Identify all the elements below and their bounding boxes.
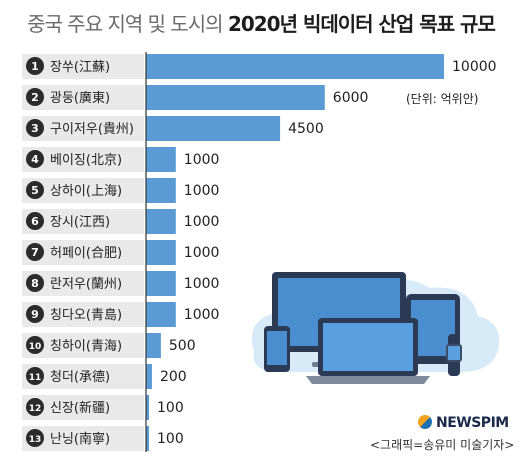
rank-number: 8 [31,277,39,290]
brand-name: NEWSPIM [436,415,509,431]
rank-badge [26,88,44,106]
value-label: 500 [169,338,196,354]
rank-number: 12 [29,404,42,414]
rank-badge [26,367,44,385]
value-label: 1000 [184,183,220,199]
bar [146,178,176,203]
rank-badge [26,212,44,230]
brand-logo: NEWSPIM [418,415,509,431]
rank-badge [26,243,44,261]
rank-number: 11 [29,373,42,383]
rank-badge [26,398,44,416]
bar [146,116,281,141]
credit-text: <그래픽=송유미 미술기자> [370,438,515,452]
rank-number: 6 [31,215,39,228]
bar [146,85,325,110]
category-label: 허페이(合肥) [50,246,122,261]
rank-number: 2 [31,91,39,104]
category-label: 구이저우(貴州) [50,122,134,137]
category-label: 베이징(北京) [50,153,122,168]
category-label: 상하이(上海) [50,184,122,199]
rank-number: 10 [29,342,42,352]
chart-title-light: 중국 주요 지역 및 도시의 [27,12,228,36]
bar [146,271,176,296]
value-label: 10000 [452,59,497,75]
value-label: 1000 [184,214,220,230]
category-label: 청더(承德) [50,370,110,385]
rank-number: 7 [31,246,39,259]
bar [146,209,176,234]
category-label: 란저우(蘭州) [50,276,122,292]
value-label: 1000 [184,307,220,323]
category-label: 광둥(廣東) [50,90,110,106]
value-label: 6000 [333,90,369,106]
value-label: 1000 [184,276,220,292]
rank-number: 5 [31,184,39,197]
rank-badge [26,57,44,75]
value-label: 100 [157,400,184,416]
category-label: 장시(江西) [50,215,110,230]
chart-title-bold: 2020년 빅데이터 산업 목표 규모 [227,12,496,36]
rank-badge [26,119,44,137]
rank-number: 3 [31,122,39,135]
category-label: 신장(新疆) [50,400,110,416]
value-label: 100 [157,431,184,447]
value-label: 4500 [288,121,324,137]
rank-number: 4 [31,153,39,166]
rank-number: 13 [29,435,42,445]
rank-badge [26,150,44,168]
bar [146,364,152,389]
devices-illustration [251,272,500,384]
rank-badge [26,181,44,199]
rank-number: 9 [31,308,39,321]
value-label: 200 [160,369,187,385]
bar [146,240,176,265]
rank-badge [26,429,44,447]
rank-number: 1 [31,60,39,73]
unit-label: (단위: 억위안) [406,92,479,106]
rank-badge [26,336,44,354]
rank-badge [26,274,44,292]
value-label: 1000 [184,152,220,168]
category-label: 칭하이(青海) [50,339,122,354]
bar [146,302,176,327]
bar [146,333,161,358]
rank-badge [26,305,44,323]
bar [146,147,176,172]
bar [146,395,149,420]
bar [146,54,444,79]
logo-icon [418,415,432,429]
category-label: 난닝(南寧) [50,431,110,447]
category-label: 칭다오(青島) [50,308,122,323]
value-label: 1000 [184,245,220,261]
chart-title: 중국 주요 지역 및 도시의 2020년 빅데이터 산업 목표 규모 [0,8,522,37]
bar [146,426,149,451]
category-label: 장쑤(江蘇) [50,60,110,75]
